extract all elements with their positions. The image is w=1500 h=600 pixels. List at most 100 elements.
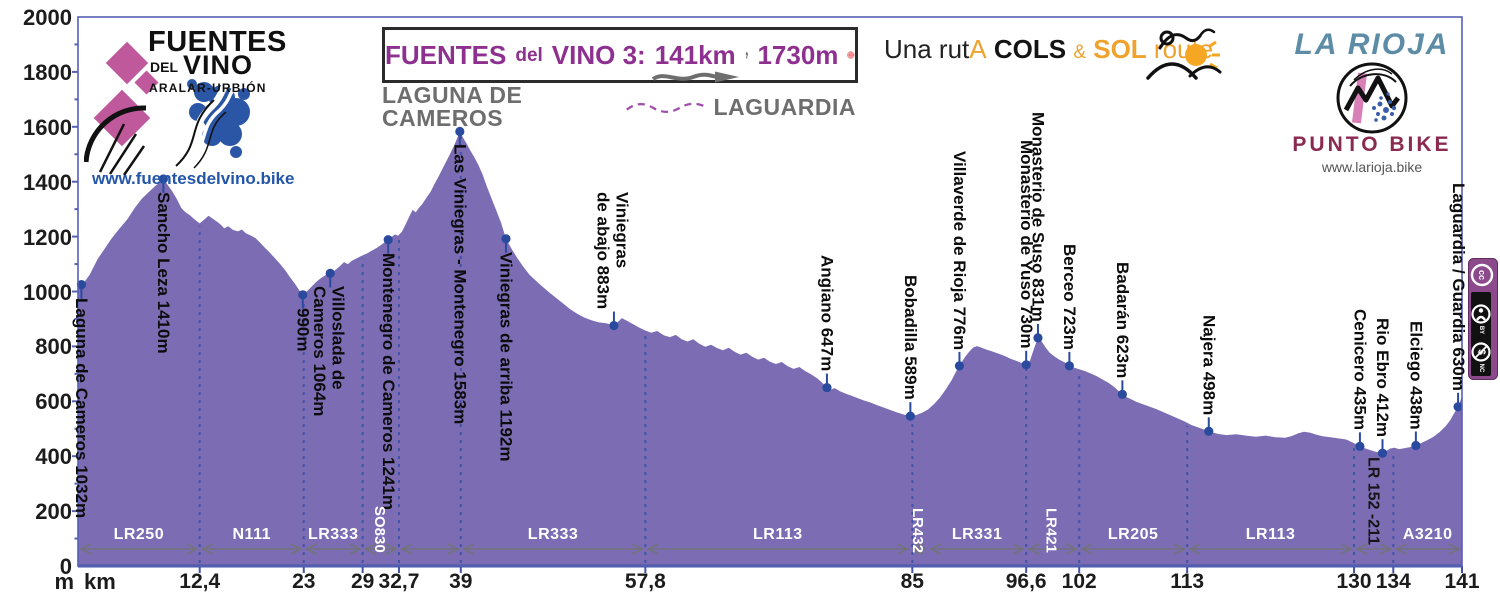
- y-axis-label: 2000: [23, 5, 72, 30]
- x-axis-label: 32,7: [378, 570, 420, 593]
- route-title-box: FUENTES del VINO 3: 141km 1730m: [382, 27, 858, 83]
- road-arrowhead: [1448, 543, 1461, 555]
- profile-point-label-line: Najera 498m: [1199, 315, 1219, 416]
- fuentes-logo-graphic: [84, 41, 250, 176]
- profile-point-label-line: Angiano 647m: [817, 255, 837, 372]
- profile-point-label-line: Villaverde de Rioja 776m: [950, 150, 970, 350]
- route-end: LAGUARDIA: [713, 93, 856, 120]
- road-arrowhead: [186, 543, 199, 555]
- road-arrowhead: [1188, 543, 1201, 555]
- road-arrowhead: [929, 543, 942, 555]
- profile-point-marker: [954, 361, 965, 371]
- y-axis-label: 1400: [23, 169, 72, 195]
- profile-point-marker: [158, 174, 168, 184]
- profile-point-label: Viniegras de arriba 1192m: [496, 251, 516, 462]
- profile-point-label-line: Montenegro de Cameros 1241m: [378, 252, 398, 510]
- road-segment-label: LR333: [307, 526, 359, 543]
- road-arrowhead: [349, 543, 362, 555]
- road-arrowhead: [1173, 543, 1186, 555]
- y-axis-label: 1600: [23, 114, 72, 140]
- road-arrowhead: [447, 543, 460, 555]
- profile-point-label: Rio Ebro 412m: [1372, 318, 1393, 438]
- x-axis-label: 39: [449, 570, 473, 593]
- road-arrowhead: [631, 543, 645, 555]
- elevation-area: [78, 131, 1462, 566]
- profile-point-label-line: Rio Ebro 412m: [1373, 318, 1393, 438]
- road-arrowhead: [200, 543, 214, 555]
- y-axis-label: 1200: [23, 224, 72, 250]
- profile-point-label: Angiano 647m: [817, 255, 837, 372]
- profile-point-label: Villaverde de Rioja 776m: [949, 150, 970, 350]
- tagline-sol: SOL: [1093, 34, 1147, 64]
- profile-point-label: Sancho Leza 1410m: [153, 192, 173, 354]
- road-arrowhead: [290, 543, 303, 555]
- x-axis-label: 57,8: [624, 570, 666, 593]
- profile-point-marker: [1117, 389, 1127, 399]
- x-axis-label: 96,6: [1005, 570, 1047, 593]
- road-arrowhead: [1394, 543, 1407, 555]
- profile-point-label-line: Monasterio de Suso 831m: [1028, 112, 1048, 322]
- fuentes-logo-region: ARALAR-URBIÓN: [149, 81, 267, 95]
- profile-point-marker: [609, 320, 619, 331]
- profile-point-marker: [501, 234, 511, 244]
- road-segment-label: LR421: [1042, 507, 1060, 553]
- profile-point-marker: [1033, 333, 1043, 343]
- tagline-amp: &: [1073, 42, 1086, 63]
- profile-point-label: Viniegras de abajo 883m: [593, 192, 632, 309]
- road-segment-label: LR 152 -211: [1364, 456, 1382, 545]
- road-arrowhead: [1012, 543, 1025, 555]
- profile-point-label: Badarán 623m: [1112, 262, 1132, 378]
- road-segment-label: LR432: [909, 507, 927, 553]
- road-segment-label: LR250: [113, 526, 165, 543]
- route-distance: 141km: [651, 42, 739, 83]
- profile-point-label: Villoslada de Cameros 1064m: [309, 286, 348, 417]
- y-axis-label: 0: [59, 554, 72, 579]
- route-title-prefix: FUENTES: [385, 40, 507, 70]
- y-axis-label: 1800: [23, 59, 72, 85]
- fuentes-logo-name: FUENTES: [148, 26, 287, 58]
- road-arrowhead: [1065, 543, 1078, 555]
- y-axis-label: 800: [35, 334, 72, 360]
- fuentes-logo-del: DEL: [150, 59, 178, 75]
- cc-by-nc-badge: cc BY $ NC: [1468, 258, 1498, 380]
- x-axis-label: 130: [1336, 570, 1372, 593]
- road-arrowhead: [79, 543, 92, 555]
- route-title-suffix: VINO 3:: [551, 40, 646, 70]
- punto-bike-title: PUNTO BIKE: [1292, 133, 1452, 156]
- road-arrowhead: [646, 543, 659, 555]
- by-icon: BY: [1478, 326, 1484, 334]
- road-arrowhead: [462, 543, 475, 555]
- road-segment-label: A3210: [1402, 526, 1453, 543]
- road-arrowhead: [1379, 543, 1393, 555]
- profile-point-label-line: Berceo 723m: [1060, 244, 1080, 350]
- x-axis-label: 113: [1170, 570, 1205, 593]
- profile-point-label-line: Laguardia / Guardia 630m: [1448, 182, 1468, 391]
- x-axis-label: 29: [350, 570, 375, 593]
- route-title-del: del: [515, 44, 543, 66]
- tagline: Una rut A COLS & SOL route: [884, 36, 1213, 62]
- profile-point-marker: [1411, 440, 1421, 451]
- road-arrowhead: [304, 543, 318, 555]
- la-rioja-title: LA RIOJA: [1294, 28, 1450, 61]
- road-segment-label: LR205: [1107, 526, 1159, 543]
- road-arrowhead: [363, 543, 377, 555]
- profile-point-label: Najera 498m: [1199, 315, 1218, 415]
- profile-point-marker: [76, 280, 87, 290]
- profile-point-marker: [1453, 402, 1463, 412]
- profile-point-label-line: Cenicero 435m: [1350, 309, 1370, 431]
- x-axis-label: 12,4: [179, 570, 221, 593]
- profile-point-label-line: Cameros 1064m: [309, 286, 329, 417]
- nc-icon: NC: [1478, 364, 1484, 373]
- profile-point-label-line: Viniegras: [612, 192, 632, 269]
- road-arrowhead: [385, 543, 398, 555]
- y-axis-label: 1000: [23, 279, 72, 305]
- profile-point-label-line: Viniegras de arriba 1192m: [496, 251, 516, 462]
- road-segment-label: LR331: [951, 526, 1003, 543]
- profile-point-marker: [383, 235, 393, 245]
- road-arrowhead: [914, 543, 927, 555]
- x-axis-label: 23: [292, 570, 316, 593]
- road-arrowhead: [1027, 543, 1040, 555]
- fuentes-logo-url: www.fuentesdelvino.bike: [92, 169, 295, 188]
